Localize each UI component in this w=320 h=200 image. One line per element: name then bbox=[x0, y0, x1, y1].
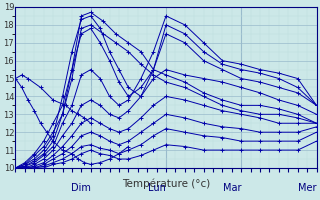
Text: Mar: Mar bbox=[223, 183, 241, 193]
Text: Lun: Lun bbox=[148, 183, 166, 193]
X-axis label: Température (°c): Température (°c) bbox=[122, 178, 210, 189]
Text: Mer: Mer bbox=[298, 183, 316, 193]
Text: Dim: Dim bbox=[71, 183, 91, 193]
